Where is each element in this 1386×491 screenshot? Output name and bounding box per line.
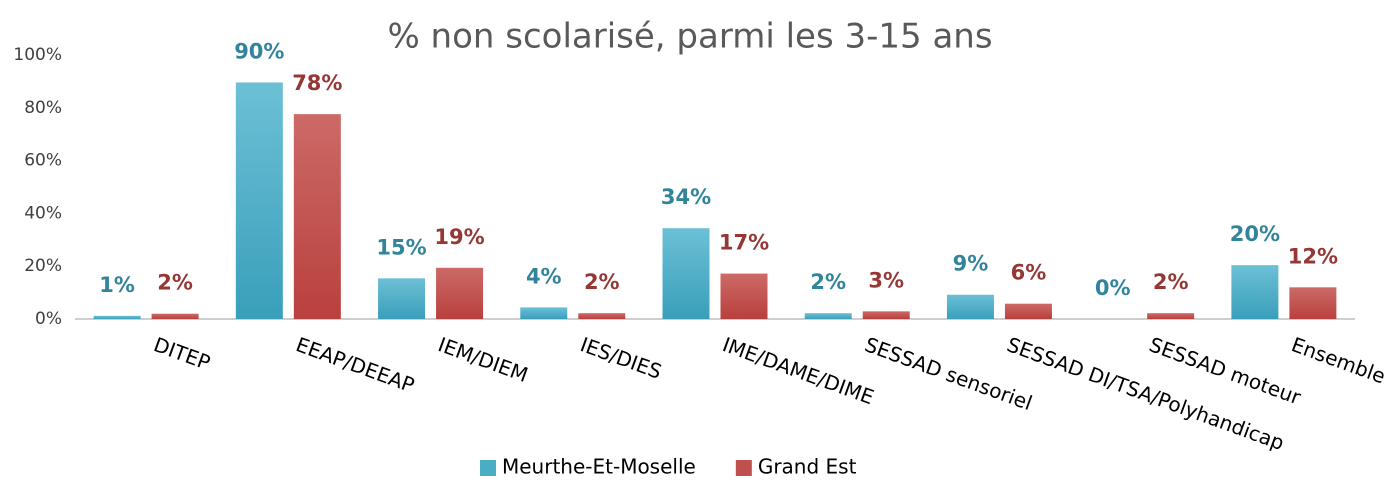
data-label: 6%: [1011, 261, 1047, 285]
bar: [720, 273, 768, 319]
bar: [235, 82, 283, 320]
data-label: 2%: [1153, 270, 1189, 294]
legend-swatch: [735, 460, 752, 476]
data-label: 1%: [99, 273, 135, 297]
data-label: 19%: [434, 225, 484, 249]
bar: [946, 294, 994, 319]
data-label: 2%: [157, 271, 193, 295]
x-tick-label: IEM/DIEM: [435, 332, 531, 387]
data-label: 9%: [953, 252, 989, 276]
bar: [662, 228, 710, 319]
y-tick-label: 0%: [35, 309, 62, 329]
legend-label: Meurthe-Et-Moselle: [502, 455, 696, 479]
data-label: 12%: [1288, 244, 1338, 268]
x-tick-label: IME/DAME/DIME: [719, 332, 877, 409]
bar: [862, 311, 910, 319]
bar: [804, 313, 852, 319]
bar: [378, 278, 426, 319]
data-label: 17%: [719, 231, 769, 255]
y-tick-label: 40%: [24, 203, 62, 223]
bar: [293, 114, 341, 319]
x-tick-label: Ensemble: [1288, 332, 1386, 388]
bar: [1289, 287, 1337, 319]
bar: [1147, 313, 1195, 319]
data-label: 34%: [661, 185, 711, 209]
data-label: 4%: [526, 264, 562, 288]
bar: [1231, 265, 1279, 319]
bar: [436, 267, 484, 319]
bar: [1004, 303, 1052, 319]
legend-label: Grand Est: [758, 455, 857, 479]
bar: [151, 313, 199, 319]
x-tick-label: EEAP/DEEAP: [293, 332, 418, 397]
x-tick-label: IES/DIES: [577, 332, 665, 383]
data-label: 78%: [292, 71, 342, 95]
data-label: 0%: [1095, 276, 1131, 300]
y-tick-label: 60%: [24, 151, 62, 171]
legend-swatch: [480, 460, 496, 476]
data-label: 90%: [234, 39, 284, 63]
bar: [520, 307, 568, 319]
x-tick-label: SESSAD DI/TSA/Polyhandicap: [1004, 332, 1288, 455]
data-label: 20%: [1230, 222, 1280, 246]
y-tick-label: 100%: [13, 45, 62, 65]
data-label: 2%: [810, 270, 846, 294]
chart-title: % non scolarisé, parmi les 3-15 ans: [387, 17, 992, 57]
data-label: 2%: [584, 270, 620, 294]
y-tick-label: 80%: [24, 98, 62, 118]
bar: [93, 315, 141, 319]
y-tick-label: 20%: [24, 256, 62, 276]
data-label: 15%: [376, 235, 426, 259]
data-label: 3%: [868, 268, 904, 292]
x-tick-label: DITEP: [151, 332, 214, 374]
bar: [578, 313, 626, 319]
